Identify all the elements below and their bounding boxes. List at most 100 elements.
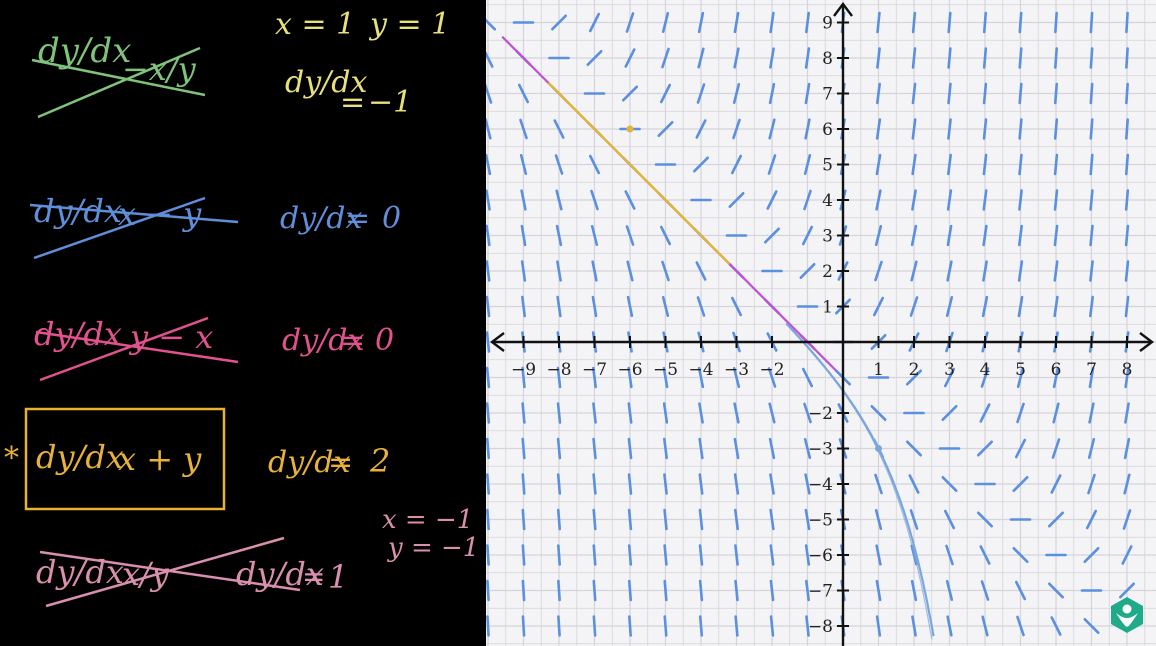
slope-segment — [945, 579, 954, 602]
slope-segment — [875, 579, 882, 602]
slope-segment — [627, 508, 633, 531]
slope-segment — [486, 615, 490, 637]
slope-segment — [911, 118, 917, 140]
slope-segment — [941, 404, 958, 422]
y-tick-label: 1 — [822, 298, 833, 318]
slope-segment — [1089, 295, 1094, 318]
y-tick-label: 5 — [822, 156, 833, 176]
slope-segment — [1124, 295, 1130, 318]
slope-segment — [945, 295, 954, 318]
slope-segment — [768, 402, 776, 424]
slope-segment — [733, 473, 740, 495]
slope-segment — [1124, 189, 1130, 211]
slope-segment — [768, 82, 776, 105]
slope-segment — [1124, 366, 1130, 389]
slope-segment — [768, 437, 776, 460]
slope-segment — [1017, 295, 1024, 318]
slope-segment — [627, 437, 633, 460]
slope-segment — [663, 473, 668, 495]
slope-segment — [769, 473, 775, 495]
slope-segment — [696, 83, 706, 104]
slope-segment — [698, 473, 704, 495]
slope-segment — [769, 615, 775, 637]
equation-4: * dy/dx x + y dy/dx = 2 — [4, 407, 390, 511]
slope-segment — [557, 615, 561, 637]
slope-segment — [557, 544, 561, 566]
slope-segment — [947, 47, 952, 69]
slope-segment — [628, 615, 632, 637]
slope-segment — [486, 118, 492, 140]
slope-segment — [946, 615, 953, 637]
slope-segment — [734, 579, 739, 602]
slope-segment — [981, 615, 989, 637]
slope-segment — [1089, 47, 1094, 69]
y-tick-label: 7 — [822, 85, 833, 105]
slope-segment — [732, 82, 741, 105]
y-tick-label: −6 — [808, 546, 833, 566]
slope-segment — [486, 473, 490, 495]
x-axis-arrow-right — [1139, 332, 1154, 352]
slope-segment — [734, 615, 739, 637]
x-tick-label: −4 — [688, 360, 713, 380]
slope-segment — [804, 82, 811, 105]
slope-segment — [698, 615, 704, 637]
slope-segment — [980, 367, 990, 388]
slope-segment — [553, 119, 565, 139]
equation-1: dy/dx −x/y dy/dx = −1 — [31, 31, 412, 120]
slope-segment — [592, 402, 597, 424]
slope-segment — [521, 615, 526, 637]
slope-segment — [1018, 82, 1023, 105]
slope-segment — [657, 120, 674, 138]
slope-segment — [1089, 224, 1094, 247]
point-1-neg3 — [875, 445, 882, 452]
slope-segment — [1087, 437, 1096, 460]
slope-segment — [876, 11, 881, 34]
slope-segment — [769, 544, 775, 566]
slope-segment — [1018, 224, 1023, 247]
note-x-eq-neg1: x = −1 — [382, 505, 473, 535]
slope-segment — [519, 118, 528, 140]
slope-segment — [659, 83, 672, 104]
slope-segment — [1123, 473, 1131, 495]
slope-segment — [1124, 260, 1130, 282]
slope-segment — [947, 118, 952, 140]
slope-segment — [592, 544, 597, 566]
slope-segment — [1054, 47, 1058, 69]
handwritten-notes: x = 1 y = 1 dy/dx −x/y dy/dx = −1 dy/dx … — [4, 7, 479, 608]
eq2-strike-2 — [33, 196, 206, 260]
slope-segment — [981, 295, 989, 318]
slope-segment — [734, 508, 739, 531]
slope-segment — [698, 437, 704, 460]
x-tick-label: 8 — [1122, 360, 1133, 380]
eq5-eval-eq: = — [302, 560, 325, 593]
equation-2: dy/dx x − y dy/dx = 0 — [29, 192, 401, 260]
slope-field — [486, 11, 1138, 637]
slope-field-plot: −9 −8 −7 −6 −5 −4 −3 −2 1 2 3 4 5 6 7 8 9 8 7 6 5 4 3 2 1 −2 −3 −4−… — [486, 0, 1156, 646]
x-tick-label: 1 — [873, 360, 884, 380]
slope-segment — [556, 366, 562, 389]
slope-segment — [486, 224, 491, 247]
slope-segment — [695, 261, 707, 281]
slope-segment — [554, 154, 564, 175]
eq3-rhs: y − x — [128, 318, 213, 356]
slope-segment — [911, 189, 917, 211]
slope-segment — [875, 118, 882, 140]
slope-segment — [1018, 189, 1023, 211]
slope-segment — [520, 260, 527, 282]
slope-segment — [519, 153, 528, 176]
slope-segment — [911, 11, 917, 34]
solution-curves — [501, 35, 935, 640]
eq1-strike-2 — [37, 46, 201, 119]
slope-segment — [875, 189, 882, 211]
slope-segment — [946, 224, 953, 247]
eq5-lhs: dy/dx — [36, 553, 124, 591]
slope-segment — [870, 404, 887, 422]
slope-segment — [1053, 118, 1059, 140]
slope-segment — [486, 295, 491, 318]
slope-segment — [946, 189, 953, 211]
y-axis-arrow-up — [833, 1, 853, 17]
y-tick-label: −7 — [808, 582, 833, 602]
slope-segment — [625, 225, 635, 246]
slope-segment — [733, 11, 740, 34]
slope-segment — [1052, 366, 1060, 389]
